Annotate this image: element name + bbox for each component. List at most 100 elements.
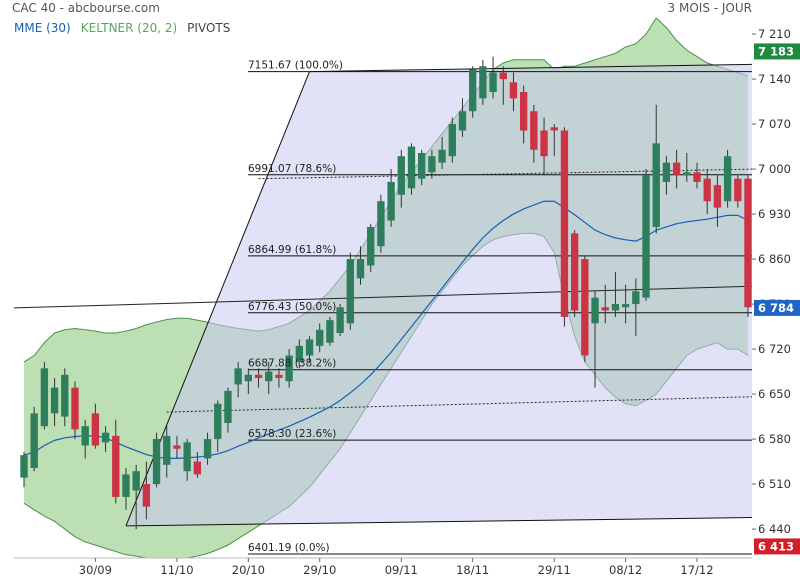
candle <box>71 381 79 440</box>
candle <box>683 153 691 182</box>
pivot-trendline <box>14 285 752 309</box>
candle-body <box>61 374 69 417</box>
y-tick-label: 6 440 <box>758 522 791 536</box>
y-tick-label: 7 210 <box>758 27 791 41</box>
fib-label: 7151.67 (100.0%) <box>248 60 343 72</box>
candle-body <box>469 69 477 112</box>
candle-body <box>662 162 671 182</box>
candle <box>193 451 202 478</box>
fib-label: 6578.30 (23.6%) <box>248 428 336 440</box>
candle-body <box>224 390 232 423</box>
candle <box>295 339 303 369</box>
y-tick-label: 7 070 <box>758 117 791 131</box>
candle <box>723 149 732 208</box>
y-tick-label: 6 580 <box>758 432 791 446</box>
candle <box>387 169 395 227</box>
candle-body <box>591 297 599 324</box>
candle-body <box>132 471 140 491</box>
candle-body <box>203 439 212 459</box>
candle <box>152 432 161 488</box>
y-tick-label: 7 000 <box>758 162 791 176</box>
candle <box>418 149 426 186</box>
candle-body <box>734 178 742 202</box>
candle <box>734 175 742 208</box>
candle <box>652 104 660 234</box>
candle-body <box>540 130 548 157</box>
candle <box>30 406 38 472</box>
candle <box>203 432 212 465</box>
candle-body <box>509 82 518 99</box>
candle <box>112 419 120 504</box>
candle-body <box>550 127 558 131</box>
candle-body <box>81 426 89 446</box>
candle-body <box>173 445 181 449</box>
candle-body <box>418 153 426 179</box>
candle-body <box>479 66 487 99</box>
candle-body <box>693 172 701 182</box>
candle-body <box>621 304 630 308</box>
candle-body <box>20 455 28 478</box>
x-tick-label: 29/11 <box>538 563 571 577</box>
candle <box>214 400 222 452</box>
candle-body <box>703 178 711 202</box>
candle <box>693 162 701 189</box>
candle <box>479 59 487 105</box>
candle <box>346 252 354 330</box>
candle <box>285 349 293 388</box>
x-tick-label: 08/12 <box>609 563 642 577</box>
candle-body <box>336 307 344 333</box>
candle-body <box>397 156 405 195</box>
candle-body <box>50 387 59 414</box>
candle <box>560 127 569 327</box>
candle-body <box>428 156 436 173</box>
fib-label: 6864.99 (61.8%) <box>248 244 336 256</box>
candle-body <box>570 233 579 311</box>
candle-body <box>122 474 130 497</box>
y-tick-label: 6 510 <box>758 477 791 491</box>
candle <box>122 468 130 510</box>
candle-body <box>407 146 416 189</box>
y-tick-label: 6 650 <box>758 387 791 401</box>
candle <box>275 368 283 388</box>
candle <box>377 194 385 253</box>
legend-keltner[interactable]: KELTNER (20, 2) <box>80 21 178 35</box>
price-tag-bg <box>754 538 800 555</box>
candle <box>448 117 456 163</box>
candle-body <box>683 172 691 176</box>
candle <box>469 66 477 118</box>
price-tag: 7 183 <box>754 43 800 60</box>
candle <box>621 284 630 324</box>
price-tag-value: 7 183 <box>758 44 794 58</box>
candle-body <box>326 320 334 343</box>
candle <box>570 230 579 317</box>
price-tag-bg <box>754 43 800 60</box>
candle-body <box>30 413 38 468</box>
candle <box>244 368 253 395</box>
x-tick-label: 20/10 <box>232 563 265 577</box>
candle <box>101 426 110 452</box>
candle <box>326 316 334 346</box>
candle <box>81 419 89 459</box>
candle <box>20 451 28 488</box>
x-tick-label: 17/12 <box>680 563 713 577</box>
candle <box>234 361 242 398</box>
candle-body <box>152 439 161 485</box>
candle-body <box>265 371 273 382</box>
candle <box>142 461 151 520</box>
candle <box>367 223 375 272</box>
legend-pivots[interactable]: PIVOTS <box>187 21 231 35</box>
x-tick-label: 11/10 <box>160 563 193 577</box>
candle-body <box>346 259 354 324</box>
candle-body <box>193 461 202 475</box>
candle <box>458 98 467 137</box>
candle-body <box>519 91 528 131</box>
fib-label: 6991.07 (78.6%) <box>248 163 336 175</box>
candle-body <box>632 291 640 305</box>
candle <box>509 72 518 112</box>
candle-body <box>275 374 283 378</box>
candle-body <box>234 368 242 385</box>
candle-body <box>285 355 293 382</box>
legend-mme[interactable]: MME (30) <box>14 21 71 35</box>
candle-body <box>214 403 222 440</box>
